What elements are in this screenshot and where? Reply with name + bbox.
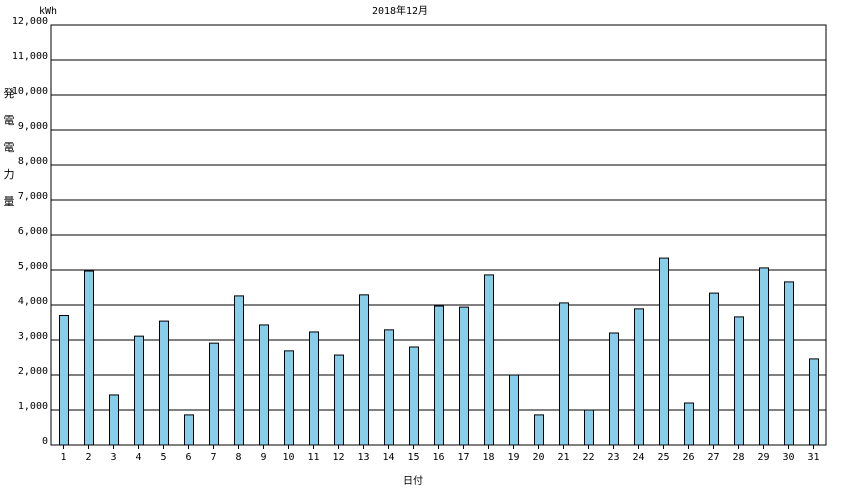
x-tick-label: 19: [507, 452, 519, 463]
x-tick-label: 20: [532, 452, 544, 463]
bar: [259, 324, 269, 446]
x-tick-label: 27: [707, 452, 719, 463]
x-tick-label: 10: [282, 452, 294, 463]
x-tick-label: 17: [457, 452, 469, 463]
y-tick-label: 4,000: [18, 296, 48, 307]
bar: [59, 315, 69, 446]
x-tick-label: 16: [432, 452, 444, 463]
x-tick-label: 13: [357, 452, 369, 463]
x-tick-label: 2: [85, 452, 91, 463]
bar: [484, 274, 494, 446]
x-tick-label: 9: [260, 452, 266, 463]
x-axis-label: 日付: [403, 474, 423, 487]
x-tick-label: 25: [657, 452, 669, 463]
bar: [384, 329, 394, 446]
x-tick-label: 22: [582, 452, 594, 463]
y-tick-label: 11,000: [12, 51, 48, 62]
y-tick-label: 8,000: [18, 156, 48, 167]
x-tick-label: 3: [110, 452, 116, 463]
y-tick-label: 3,000: [18, 331, 48, 342]
bar: [334, 354, 344, 446]
y-tick-label: 12,000: [12, 16, 48, 27]
bar: [759, 267, 769, 446]
x-tick-label: 24: [632, 452, 644, 463]
y-tick-label: 0: [42, 436, 48, 447]
bar: [434, 305, 444, 446]
x-tick-label: 21: [557, 452, 569, 463]
bar: [684, 402, 694, 446]
bar: [609, 332, 619, 446]
x-tick-label: 6: [185, 452, 191, 463]
bar: [209, 342, 219, 446]
bar: [159, 320, 169, 446]
bar: [109, 394, 119, 446]
x-tick-label: 29: [757, 452, 769, 463]
x-tick-label: 8: [235, 452, 241, 463]
x-tick-label: 12: [332, 452, 344, 463]
x-tick-label: 1: [60, 452, 66, 463]
bar: [634, 308, 644, 446]
bar: [134, 335, 144, 446]
bar: [359, 294, 369, 446]
bar: [84, 270, 94, 446]
y-axis-label: 発電電力量: [2, 86, 15, 222]
x-tick-label: 15: [407, 452, 419, 463]
x-tick-label: 14: [382, 452, 394, 463]
x-tick-label: 4: [135, 452, 141, 463]
bar: [234, 295, 244, 446]
bar: [584, 409, 594, 446]
y-tick-label: 2,000: [18, 366, 48, 377]
x-tick-label: 30: [782, 452, 794, 463]
x-tick-label: 5: [160, 452, 166, 463]
bar: [284, 350, 294, 446]
x-tick-label: 28: [732, 452, 744, 463]
bar: [709, 292, 719, 446]
bar: [659, 257, 669, 446]
x-tick-label: 31: [807, 452, 819, 463]
bar: [184, 414, 194, 446]
bar: [784, 281, 794, 446]
bar: [409, 346, 419, 446]
y-tick-label: 7,000: [18, 191, 48, 202]
bar: [459, 306, 469, 446]
bar: [559, 302, 569, 446]
bar: [734, 316, 744, 446]
bar: [309, 331, 319, 446]
x-tick-label: 26: [682, 452, 694, 463]
unit-label: kWh: [39, 6, 57, 17]
y-tick-label: 9,000: [18, 121, 48, 132]
chart-title: 2018年12月: [372, 4, 428, 17]
y-tick-label: 10,000: [12, 86, 48, 97]
x-tick-label: 11: [307, 452, 319, 463]
x-tick-label: 18: [482, 452, 494, 463]
x-tick-label: 23: [607, 452, 619, 463]
bar: [509, 374, 519, 446]
bar: [534, 414, 544, 446]
x-tick-label: 7: [210, 452, 216, 463]
y-tick-label: 6,000: [18, 226, 48, 237]
y-tick-label: 1,000: [18, 401, 48, 412]
y-tick-label: 5,000: [18, 261, 48, 272]
bar: [809, 358, 819, 446]
